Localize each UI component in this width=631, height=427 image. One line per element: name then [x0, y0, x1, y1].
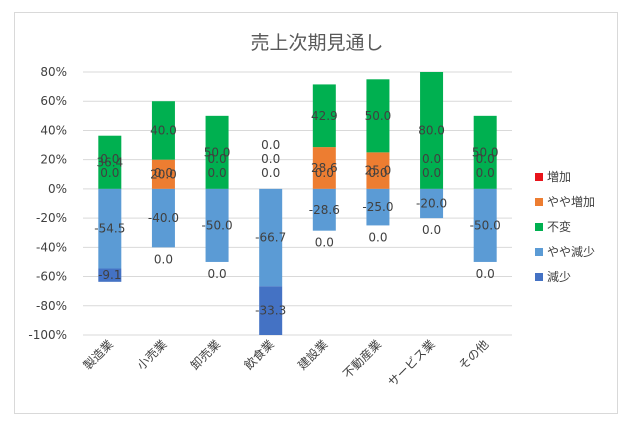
y-tick-label: 60%: [40, 94, 67, 108]
gridlines: [83, 71, 512, 336]
chart-title: 売上次期見通し: [250, 32, 383, 54]
bar-segment: [205, 188, 229, 262]
x-tick-label: 小売業: [133, 337, 169, 373]
legend-swatch: [535, 273, 543, 281]
x-tick-label: 製造業: [81, 337, 116, 372]
bar-segment: [98, 188, 122, 269]
legend-swatch: [535, 223, 543, 231]
bar-segment: [366, 152, 390, 189]
data-label: 0.0: [100, 166, 119, 180]
bar-segment: [259, 188, 283, 287]
bars: [98, 72, 497, 335]
legend-label: 減少: [547, 269, 571, 284]
y-tick-label: -100%: [28, 328, 67, 342]
bar-segment: [366, 188, 390, 226]
data-label: -33.3: [255, 304, 286, 318]
y-tick-label: -40%: [36, 240, 67, 254]
data-label: 0.0: [261, 138, 280, 152]
bar-segment: [420, 188, 444, 219]
data-label: 42.9: [311, 109, 338, 123]
legend-label: 不変: [547, 219, 571, 234]
data-label: 0.0: [315, 236, 334, 250]
data-label: 0.0: [208, 166, 227, 180]
data-label: 0.0: [100, 152, 119, 166]
data-label: 36.4: [96, 155, 123, 169]
y-axis: 80% 60% 40% 20% 0% -20% -40% -60% -80% -100%: [28, 65, 67, 342]
x-tick-label: 飲食業: [241, 337, 277, 373]
legend-swatch: [535, 248, 543, 256]
bar-segment: [151, 188, 175, 248]
bar-segment: [151, 159, 175, 189]
x-tick-label: サービス業: [385, 337, 437, 389]
legend-swatch: [535, 198, 543, 206]
bar-segment: [312, 147, 336, 189]
data-label: 0.0: [208, 152, 227, 166]
data-label: 0.0: [422, 223, 441, 237]
bar-segment: [259, 286, 283, 335]
y-tick-label: -20%: [36, 211, 67, 225]
data-label: 0.0: [208, 267, 227, 281]
x-axis: 製造業 小売業 卸売業 飲食業 建設業 不動産業 サービス業 その他: [81, 337, 492, 390]
data-label: 28.6: [311, 161, 338, 175]
y-tick-label: 0%: [48, 182, 67, 196]
data-label: 50.0: [365, 109, 392, 123]
data-label: -66.7: [255, 231, 286, 245]
data-label: 0.0: [422, 152, 441, 166]
bar-segment: [473, 188, 497, 262]
x-tick-label: 卸売業: [187, 337, 223, 373]
bar-segment: [312, 84, 336, 148]
data-label: 0.0: [315, 166, 334, 180]
bar-segment: [473, 115, 497, 189]
y-tick-label: 40%: [40, 123, 67, 137]
data-label: 0.0: [422, 166, 441, 180]
y-tick-label: -60%: [36, 270, 67, 284]
data-label: 0.0: [368, 166, 387, 180]
x-tick-label: 建設業: [294, 337, 330, 373]
data-label: 50.0: [472, 145, 499, 159]
data-label: 0.0: [368, 230, 387, 244]
bar-segment: [151, 101, 175, 160]
bar-segment: [420, 72, 444, 189]
x-tick-label: 不動産業: [340, 337, 385, 382]
data-label: 80.0: [418, 123, 445, 137]
data-label: 0.0: [476, 152, 495, 166]
data-label: -25.0: [362, 200, 393, 214]
y-tick-label: -80%: [36, 299, 67, 313]
x-tick-label: その他: [456, 337, 491, 372]
data-label: -28.6: [309, 203, 340, 217]
y-tick-label: 20%: [40, 153, 67, 167]
data-label: 50.0: [204, 145, 231, 159]
data-label: 0.0: [154, 166, 173, 180]
data-label: 40.0: [150, 123, 177, 137]
data-label: -54.5: [94, 222, 125, 236]
legend-swatch: [535, 173, 543, 181]
data-label: 20.0: [150, 167, 177, 181]
data-labels: 36.4-54.5-9.10.00.020.040.0-40.00.00.050…: [94, 109, 500, 318]
data-label: 0.0: [476, 267, 495, 281]
bar-segment: [98, 135, 122, 189]
data-label: 0.0: [154, 252, 173, 266]
bar-segment: [205, 115, 229, 189]
legend-label: やや減少: [547, 244, 595, 259]
data-label: -9.1: [98, 268, 121, 282]
data-label: -50.0: [202, 218, 233, 232]
chart-frame: 売上次期見通し 80% 60% 40% 20% 0% -20% -40% -60% -80% -1…: [14, 12, 618, 414]
bar-segment: [312, 188, 336, 231]
bar-segment: [98, 268, 122, 282]
legend-label: 増加: [547, 170, 571, 184]
y-tick-label: 80%: [40, 65, 67, 79]
data-label: -40.0: [148, 211, 179, 225]
data-label: 0.0: [261, 152, 280, 166]
bar-segment: [366, 79, 390, 153]
data-label: -20.0: [416, 197, 447, 211]
legend-label: やや増加: [547, 195, 595, 209]
data-label: 0.0: [261, 166, 280, 180]
data-label: -50.0: [470, 218, 501, 232]
stacked-bar-chart: 売上次期見通し 80% 60% 40% 20% 0% -20% -40% -60% -80% -1…: [28, 32, 595, 390]
data-label: 25.0: [365, 164, 392, 178]
data-label: 0.0: [476, 166, 495, 180]
